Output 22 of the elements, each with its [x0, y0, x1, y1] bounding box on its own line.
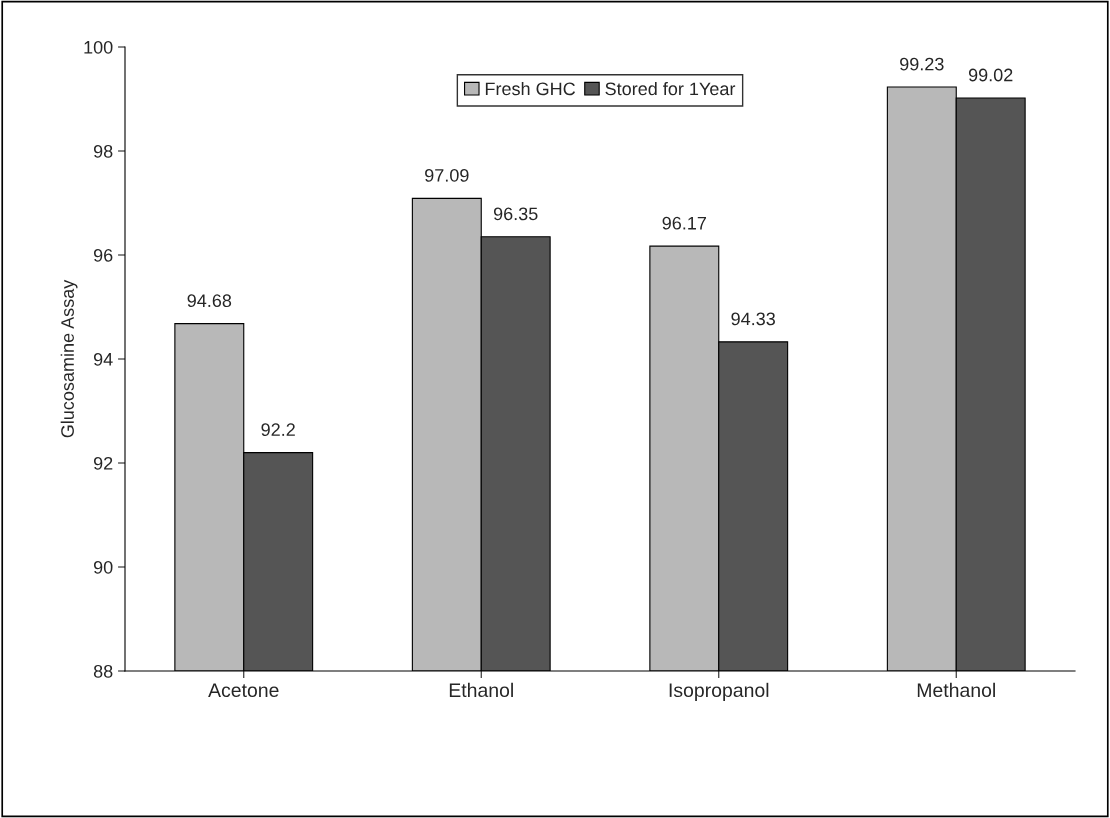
x-tick-label: Methanol	[917, 682, 995, 698]
data-label: 96.17	[662, 216, 706, 230]
y-tick-label: 96	[93, 248, 113, 262]
y-tick-label: 100	[84, 40, 113, 54]
data-label: 99.02	[968, 68, 1013, 82]
x-tick-label: Ethanol	[449, 682, 513, 698]
y-tick-label: 90	[93, 560, 113, 574]
data-label: 94.33	[731, 312, 775, 326]
y-tick-label: 98	[93, 144, 113, 158]
x-tick-label: Isopropanol	[669, 682, 769, 701]
y-tick-label: 92	[93, 456, 113, 470]
y-tick-label: 88	[93, 664, 113, 678]
legend-label: Fresh GHC	[485, 81, 576, 96]
legend-label: Stored for 1Year	[605, 81, 736, 96]
data-label: 96.35	[493, 207, 538, 221]
y-axis-title: Glucosamine Assay	[60, 279, 78, 438]
y-tick-label: 94	[93, 352, 113, 366]
x-tick-label: Acetone	[208, 683, 279, 698]
data-label: 97.09	[425, 168, 469, 182]
data-label: 99.23	[900, 57, 944, 71]
data-label: 94.68	[187, 294, 232, 308]
data-label: 92.2	[261, 423, 295, 437]
